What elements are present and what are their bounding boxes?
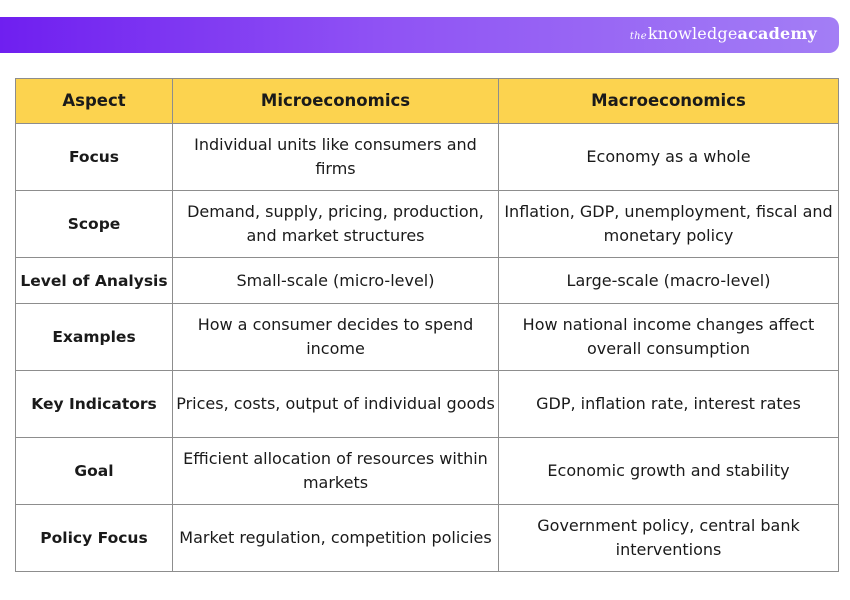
row-aspect: Scope <box>15 190 173 258</box>
table-row: Examples How a consumer decides to spend… <box>15 303 839 371</box>
brand-prefix: the <box>629 31 647 42</box>
row-micro: Individual units like consumers and firm… <box>172 123 499 191</box>
row-aspect: Goal <box>15 437 173 505</box>
comparison-table: Aspect Microeconomics Macroeconomics Foc… <box>15 78 839 572</box>
table-row: Goal Efficient allocation of resources w… <box>15 437 839 505</box>
row-macro: Inflation, GDP, unemployment, fiscal and… <box>498 190 839 258</box>
row-aspect: Focus <box>15 123 173 191</box>
row-aspect: Examples <box>15 303 173 371</box>
brand-logo: theknowledgeacademy <box>630 24 817 43</box>
row-macro: Economic growth and stability <box>498 437 839 505</box>
table-row: Focus Individual units like consumers an… <box>15 123 839 191</box>
header-macroeconomics: Macroeconomics <box>498 78 839 124</box>
table-row: Policy Focus Market regulation, competit… <box>15 504 839 572</box>
row-micro: Small-scale (micro-level) <box>172 257 499 304</box>
brand-suffix: academy <box>737 24 817 43</box>
table-header-row: Aspect Microeconomics Macroeconomics <box>15 78 839 124</box>
table-row: Level of Analysis Small-scale (micro-lev… <box>15 257 839 304</box>
brand-banner: theknowledgeacademy <box>0 17 839 53</box>
row-aspect: Policy Focus <box>15 504 173 572</box>
brand-name: knowledge <box>647 24 738 43</box>
row-micro: Prices, costs, output of individual good… <box>172 370 499 438</box>
row-aspect: Level of Analysis <box>15 257 173 304</box>
row-macro: Economy as a whole <box>498 123 839 191</box>
row-macro: Government policy, central bank interven… <box>498 504 839 572</box>
row-macro: Large-scale (macro-level) <box>498 257 839 304</box>
row-micro: Demand, supply, pricing, production, and… <box>172 190 499 258</box>
table-row: Key Indicators Prices, costs, output of … <box>15 370 839 438</box>
row-micro: How a consumer decides to spend income <box>172 303 499 371</box>
row-micro: Efficient allocation of resources within… <box>172 437 499 505</box>
header-microeconomics: Microeconomics <box>172 78 499 124</box>
row-micro: Market regulation, competition policies <box>172 504 499 572</box>
row-aspect: Key Indicators <box>15 370 173 438</box>
row-macro: How national income changes affect overa… <box>498 303 839 371</box>
header-aspect: Aspect <box>15 78 173 124</box>
row-macro: GDP, inflation rate, interest rates <box>498 370 839 438</box>
table-row: Scope Demand, supply, pricing, productio… <box>15 190 839 258</box>
